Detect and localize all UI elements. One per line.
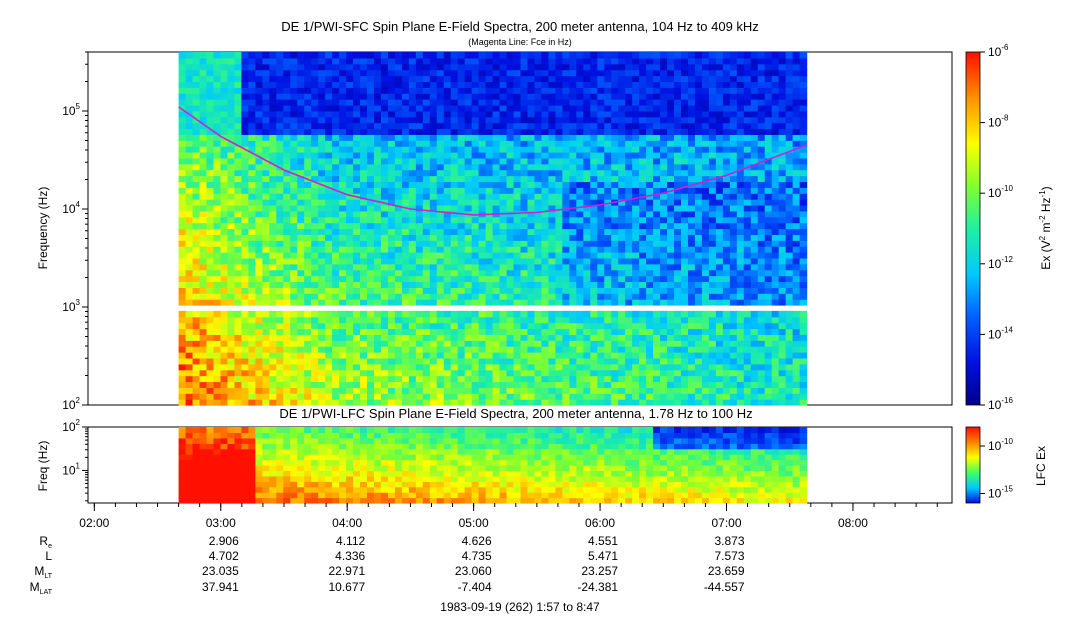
ephemeris-value: -24.381 (577, 580, 618, 594)
top-colorbar-tick-label: 10-12 (988, 255, 1013, 271)
top-spectrogram (178, 52, 808, 406)
ephemeris-value: 4.336 (335, 549, 365, 563)
ephemeris-row-label: MLT (34, 564, 52, 580)
top-colorbar-ticks: 10-16 10-14 10-12 10-10 10-8 10-6 (980, 43, 1013, 412)
bottom-colorbar-ticks: 10-15 10-10 (980, 437, 1013, 501)
ephemeris-value: 22.971 (328, 564, 365, 578)
ephemeris-value: 2.906 (209, 534, 239, 548)
ephemeris-value: 37.941 (202, 580, 239, 594)
top-colorbar (965, 51, 981, 406)
bottom-colorbar-tick-label: 10-10 (988, 437, 1013, 453)
fce-line (178, 106, 807, 216)
bottom-y-axis-label: Freq (Hz) (36, 441, 50, 492)
bottom-colorbar-tick-label: 10-15 (988, 485, 1013, 501)
ephemeris-value: 4.551 (588, 534, 618, 548)
ephemeris-value: 4.626 (462, 534, 492, 548)
ephemeris-value: -7.404 (458, 580, 492, 594)
ephemeris-value: 10.677 (328, 580, 365, 594)
top-y-axis: 102 103 104 105 (62, 51, 88, 412)
ephemeris-table: Re 2.906 4.112 4.626 4.551 3.873 L 4.702 4.336 4.… (30, 534, 745, 596)
time-tick-label: 08:00 (838, 516, 868, 530)
top-colorbar-tick-label: 10-16 (988, 396, 1013, 412)
top-colorbar-tick-label: 10-8 (988, 114, 1009, 130)
footer-date-range: 1983-09-19 (262) 1:57 to 8:47 (440, 600, 600, 614)
bottom-chart-title: DE 1/PWI-LFC Spin Plane E-Field Spectra,… (279, 406, 752, 421)
top-y-axis-label: Frequency (Hz) (36, 187, 50, 270)
bottom-colorbar (965, 426, 981, 504)
ephemeris-value: 3.873 (714, 534, 744, 548)
time-tick-label: 07:00 (712, 516, 742, 530)
ephemeris-value: 7.573 (714, 549, 744, 563)
top-chart-title: DE 1/PWI-SFC Spin Plane E-Field Spectra,… (281, 19, 759, 34)
time-tick-label: 06:00 (585, 516, 615, 530)
top-colorbar-tick-label: 10-10 (988, 184, 1013, 200)
time-tick-label: 02:00 (79, 516, 109, 530)
ephemeris-row-label: MLAT (30, 580, 53, 596)
ephemeris-value: 4.735 (462, 549, 492, 563)
bottom-y-tick-label: 102 (62, 418, 80, 434)
time-tick-label: 05:00 (459, 516, 489, 530)
ephemeris-value: 5.471 (588, 549, 618, 563)
bottom-y-tick-label: 101 (62, 461, 80, 477)
ephemeris-value: 23.035 (202, 564, 239, 578)
time-tick-label: 03:00 (206, 516, 236, 530)
top-y-tick-label: 105 (62, 102, 80, 118)
ephemeris-value: 23.060 (455, 564, 492, 578)
top-y-tick-label: 104 (62, 200, 80, 216)
ephemeris-value: 23.659 (708, 564, 745, 578)
top-chart-subtitle: (Magenta Line: Fce in Hz) (468, 37, 572, 47)
ephemeris-value: 4.112 (336, 534, 365, 548)
time-axis: 02:00 03:00 04:00 05:00 06:00 07:00 08:00 (79, 503, 938, 530)
top-colorbar-tick-label: 10-14 (988, 325, 1013, 341)
top-y-tick-label: 103 (62, 298, 80, 314)
ephemeris-value: 4.702 (209, 549, 239, 563)
time-tick-label: 04:00 (332, 516, 362, 530)
top-colorbar-tick-label: 10-6 (988, 43, 1009, 59)
bottom-spectrogram (178, 427, 808, 504)
ephemeris-row-label: L (45, 549, 52, 563)
ephemeris-row-label: Re (39, 534, 52, 550)
ephemeris-value: 23.257 (581, 564, 618, 578)
top-colorbar-label: Ex (V2 m-2 Hz-1) (1038, 186, 1053, 269)
bottom-colorbar-label: LFC Ex (1034, 446, 1048, 486)
top-y-tick-label: 102 (62, 396, 80, 412)
bottom-y-axis: 101 102 (62, 418, 88, 502)
ephemeris-value: -44.557 (704, 580, 745, 594)
